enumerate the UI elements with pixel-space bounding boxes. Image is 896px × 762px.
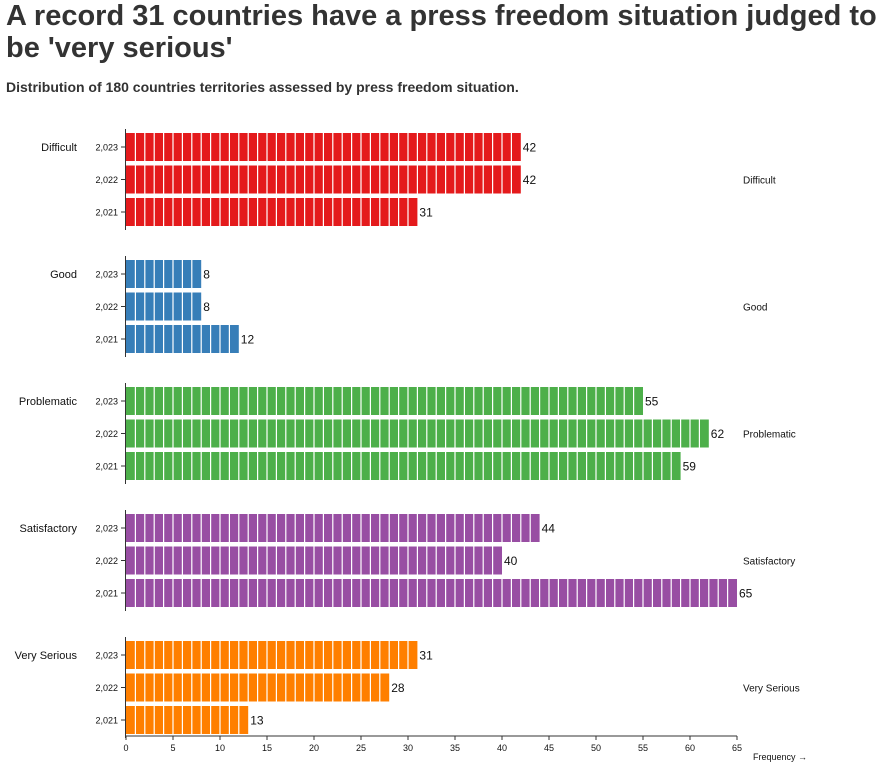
x-tick-label-5: 25 (356, 743, 366, 753)
value-label-4-1: 28 (391, 681, 405, 695)
value-label-1-2: 12 (241, 333, 255, 347)
year-label-2-1: 2,022 (95, 429, 118, 439)
year-label-0-1: 2,022 (95, 175, 118, 185)
year-label-3-1: 2,022 (95, 556, 118, 566)
facet-label-2: Problematic (19, 396, 78, 408)
value-label-2-2: 59 (683, 460, 697, 474)
year-label-0-0: 2,023 (95, 143, 118, 153)
x-axis-title: Frequency → (753, 752, 807, 762)
value-label-2-1: 62 (711, 427, 725, 441)
chart-subtitle: Distribution of 180 countries territorie… (6, 79, 519, 95)
value-label-3-0: 44 (542, 522, 556, 536)
x-tick-label-12: 60 (685, 743, 695, 753)
year-label-3-0: 2,023 (95, 524, 118, 534)
x-tick-label-4: 20 (309, 743, 319, 753)
year-label-1-1: 2,022 (95, 302, 118, 312)
value-label-1-0: 8 (203, 268, 210, 282)
x-tick-label-8: 40 (497, 743, 507, 753)
year-label-1-0: 2,023 (95, 270, 118, 280)
facet-label-0: Difficult (41, 142, 77, 154)
year-label-3-2: 2,021 (95, 589, 118, 599)
value-label-1-1: 8 (203, 300, 210, 314)
x-tick-label-10: 50 (591, 743, 601, 753)
facet-label-right-0: Difficult (743, 176, 776, 187)
chart-title: A record 31 countries have a press freed… (6, 0, 877, 64)
year-label-1-2: 2,021 (95, 335, 118, 345)
value-label-2-0: 55 (645, 395, 659, 409)
facet-label-right-4: Very Serious (743, 684, 800, 695)
facet-label-3: Satisfactory (20, 523, 78, 535)
year-label-4-2: 2,021 (95, 716, 118, 726)
year-label-4-1: 2,022 (95, 683, 118, 693)
facet-label-4: Very Serious (15, 650, 78, 662)
x-tick-label-0: 0 (123, 743, 128, 753)
value-label-0-0: 42 (523, 141, 537, 155)
facet-label-1: Good (50, 269, 77, 281)
x-tick-label-13: 65 (732, 743, 742, 753)
value-label-3-1: 40 (504, 554, 518, 568)
bar-3-2 (126, 579, 737, 607)
x-tick-label-2: 10 (215, 743, 225, 753)
x-tick-label-3: 15 (262, 743, 272, 753)
bar-2-0 (126, 387, 643, 415)
bar-4-2 (126, 706, 249, 734)
value-label-4-0: 31 (419, 649, 433, 663)
x-tick-label-9: 45 (544, 743, 554, 753)
x-tick-label-6: 30 (403, 743, 413, 753)
x-tick-label-1: 5 (170, 743, 175, 753)
year-label-0-2: 2,021 (95, 208, 118, 218)
facet-label-right-3: Satisfactory (743, 557, 795, 568)
x-tick-label-11: 55 (638, 743, 648, 753)
year-label-2-0: 2,023 (95, 397, 118, 407)
value-label-0-2: 31 (419, 206, 433, 220)
year-label-2-2: 2,021 (95, 462, 118, 472)
value-label-0-1: 42 (523, 173, 537, 187)
facet-label-right-2: Problematic (743, 430, 796, 441)
x-tick-label-7: 35 (450, 743, 460, 753)
year-label-4-0: 2,023 (95, 651, 118, 661)
facet-label-right-1: Good (743, 303, 767, 314)
value-label-3-2: 65 (739, 587, 753, 601)
bar-2-2 (126, 452, 681, 480)
bar-4-0 (126, 641, 418, 669)
value-label-4-2: 13 (250, 714, 264, 728)
bar-0-2 (126, 198, 418, 226)
